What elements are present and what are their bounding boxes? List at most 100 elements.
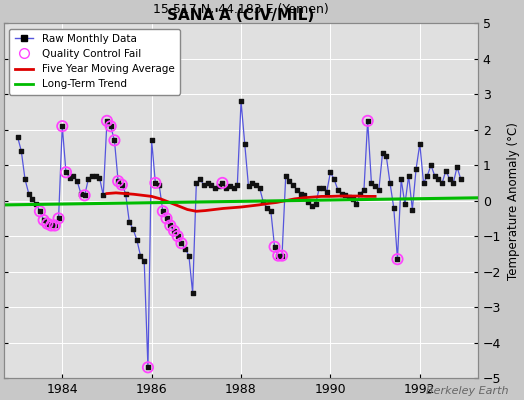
Point — [77, 190, 85, 197]
Point — [73, 178, 81, 184]
Point — [155, 182, 163, 188]
Point — [356, 190, 364, 197]
Point — [181, 245, 189, 252]
Point — [51, 222, 59, 229]
Point — [58, 123, 67, 129]
Point — [106, 123, 115, 129]
Point — [259, 199, 268, 206]
Point — [304, 199, 312, 206]
Point — [118, 182, 126, 188]
Point — [43, 220, 51, 227]
Point — [196, 176, 204, 182]
Point — [200, 182, 208, 188]
Point — [293, 187, 301, 193]
Title: SANA'A (CIV/MIL): SANA'A (CIV/MIL) — [167, 8, 315, 23]
Point — [110, 137, 118, 144]
Point — [378, 150, 387, 156]
Point — [297, 190, 305, 197]
Point — [364, 118, 372, 124]
Point — [348, 196, 357, 202]
Point — [125, 219, 134, 225]
Point — [300, 192, 309, 198]
Point — [449, 180, 457, 186]
Point — [184, 252, 193, 259]
Point — [189, 290, 197, 296]
Point — [405, 173, 413, 179]
Point — [129, 226, 137, 232]
Point — [140, 258, 148, 264]
Point — [21, 176, 29, 182]
Point — [397, 176, 406, 182]
Point — [173, 233, 182, 239]
Point — [66, 174, 74, 181]
Point — [367, 180, 376, 186]
Point — [170, 228, 178, 234]
Point — [389, 204, 398, 211]
Point — [453, 164, 461, 170]
Point — [106, 123, 115, 129]
Point — [218, 180, 226, 186]
Point — [144, 364, 152, 370]
Point — [248, 180, 256, 186]
Point — [274, 252, 282, 259]
Point — [43, 220, 51, 227]
Point — [114, 178, 122, 184]
Point — [382, 153, 390, 160]
Point — [352, 201, 361, 207]
Point — [54, 215, 63, 222]
Point — [136, 252, 145, 259]
Point — [80, 192, 89, 198]
Point — [394, 256, 402, 262]
Point — [103, 118, 111, 124]
Point — [412, 166, 420, 172]
Point — [256, 185, 264, 192]
Point — [270, 244, 279, 250]
Point — [416, 141, 424, 147]
Point — [401, 201, 409, 207]
Point — [114, 178, 122, 184]
Point — [211, 185, 219, 192]
Point — [394, 256, 402, 262]
Point — [39, 217, 48, 223]
Point — [166, 222, 174, 229]
Y-axis label: Temperature Anomaly (°C): Temperature Anomaly (°C) — [507, 122, 520, 280]
Point — [159, 208, 167, 214]
Point — [39, 217, 48, 223]
Point — [419, 180, 428, 186]
Point — [341, 192, 350, 198]
Point — [17, 148, 26, 154]
Point — [442, 167, 450, 174]
Point — [364, 118, 372, 124]
Point — [230, 185, 238, 192]
Point — [159, 208, 167, 214]
Point — [84, 176, 93, 182]
Point — [170, 228, 178, 234]
Point — [278, 252, 286, 259]
Point — [80, 192, 89, 198]
Point — [281, 173, 290, 179]
Point — [162, 215, 171, 222]
Point — [47, 222, 56, 229]
Point — [278, 252, 286, 259]
Point — [99, 192, 107, 198]
Point — [58, 123, 67, 129]
Point — [92, 173, 100, 179]
Point — [427, 162, 435, 168]
Point — [103, 118, 111, 124]
Point — [110, 137, 118, 144]
Point — [14, 134, 22, 140]
Point — [28, 196, 37, 202]
Point — [330, 176, 339, 182]
Point — [151, 180, 159, 186]
Point — [237, 98, 245, 104]
Point — [456, 176, 465, 182]
Point — [334, 187, 342, 193]
Point — [192, 180, 201, 186]
Point — [226, 183, 234, 190]
Point — [218, 180, 226, 186]
Point — [88, 173, 96, 179]
Point — [252, 182, 260, 188]
Point — [371, 183, 379, 190]
Point — [285, 178, 293, 184]
Text: Berkeley Earth: Berkeley Earth — [426, 386, 508, 396]
